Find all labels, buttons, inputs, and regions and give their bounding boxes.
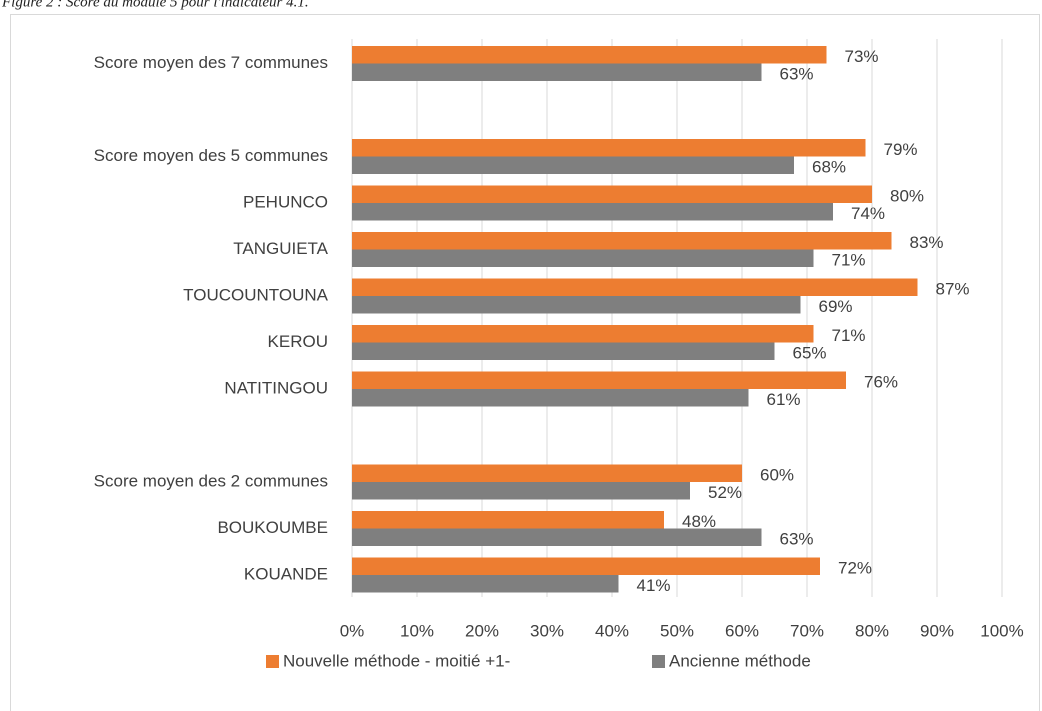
x-tick-label: 20% (465, 621, 499, 640)
x-tick-label: 40% (595, 621, 629, 640)
bar (352, 63, 762, 81)
bar (352, 278, 918, 296)
x-tick-label: 90% (920, 621, 954, 640)
data-label: 74% (851, 204, 885, 223)
bar (352, 511, 664, 529)
bar (352, 232, 892, 250)
x-tick-label: 10% (400, 621, 434, 640)
bar (352, 371, 846, 389)
data-label: 65% (793, 344, 827, 363)
bar (352, 139, 866, 157)
y-tick-label: TOUCOUNTOUNA (183, 285, 328, 304)
bar (352, 464, 742, 482)
x-tick-label: 30% (530, 621, 564, 640)
y-tick-label: NATITINGOU (224, 378, 328, 397)
bar (352, 325, 814, 343)
bar (352, 482, 690, 500)
data-label: 73% (845, 47, 879, 66)
bar (352, 185, 872, 203)
legend-label: Nouvelle méthode - moitié +1- (283, 651, 510, 670)
bar (352, 203, 833, 221)
y-tick-label: BOUKOUMBE (217, 518, 328, 537)
data-label: 80% (890, 187, 924, 206)
data-label: 87% (936, 280, 970, 299)
y-tick-label: Score moyen des 5 communes (94, 146, 328, 165)
y-tick-label: Score moyen des 7 communes (94, 53, 328, 72)
y-tick-label: KEROU (268, 332, 328, 351)
y-tick-label: TANGUIETA (233, 239, 328, 258)
data-label: 83% (910, 233, 944, 252)
data-label: 68% (812, 158, 846, 177)
data-label: 72% (838, 559, 872, 578)
y-tick-label: Score moyen des 2 communes (94, 471, 328, 490)
data-label: 63% (780, 530, 814, 549)
bar (352, 156, 794, 174)
chart-title: Figure 2 : Score du module 5 pour l'indi… (1, 0, 309, 10)
data-label: 71% (832, 326, 866, 345)
data-label: 52% (708, 483, 742, 502)
x-tick-label: 60% (725, 621, 759, 640)
data-label: 63% (780, 65, 814, 84)
legend-swatch (266, 655, 279, 668)
bar (352, 46, 827, 64)
x-tick-label: 80% (855, 621, 889, 640)
legend-swatch (652, 655, 665, 668)
data-label: 69% (819, 297, 853, 316)
legend-label: Ancienne méthode (669, 651, 811, 670)
data-label: 71% (832, 251, 866, 270)
data-label: 48% (682, 512, 716, 531)
data-label: 61% (767, 390, 801, 409)
data-label: 76% (864, 373, 898, 392)
chart-border (10, 14, 1040, 711)
bar (352, 389, 749, 407)
y-tick-label: KOUANDE (244, 564, 328, 583)
x-tick-label: 100% (980, 621, 1023, 640)
x-tick-label: 0% (340, 621, 365, 640)
bar (352, 575, 619, 593)
data-label: 60% (760, 466, 794, 485)
bar (352, 342, 775, 360)
bar (352, 528, 762, 546)
bar (352, 249, 814, 267)
x-tick-label: 70% (790, 621, 824, 640)
x-tick-label: 50% (660, 621, 694, 640)
data-label: 41% (637, 576, 671, 595)
y-tick-label: PEHUNCO (243, 192, 328, 211)
bar (352, 296, 801, 314)
data-label: 79% (884, 140, 918, 159)
bar (352, 557, 820, 575)
